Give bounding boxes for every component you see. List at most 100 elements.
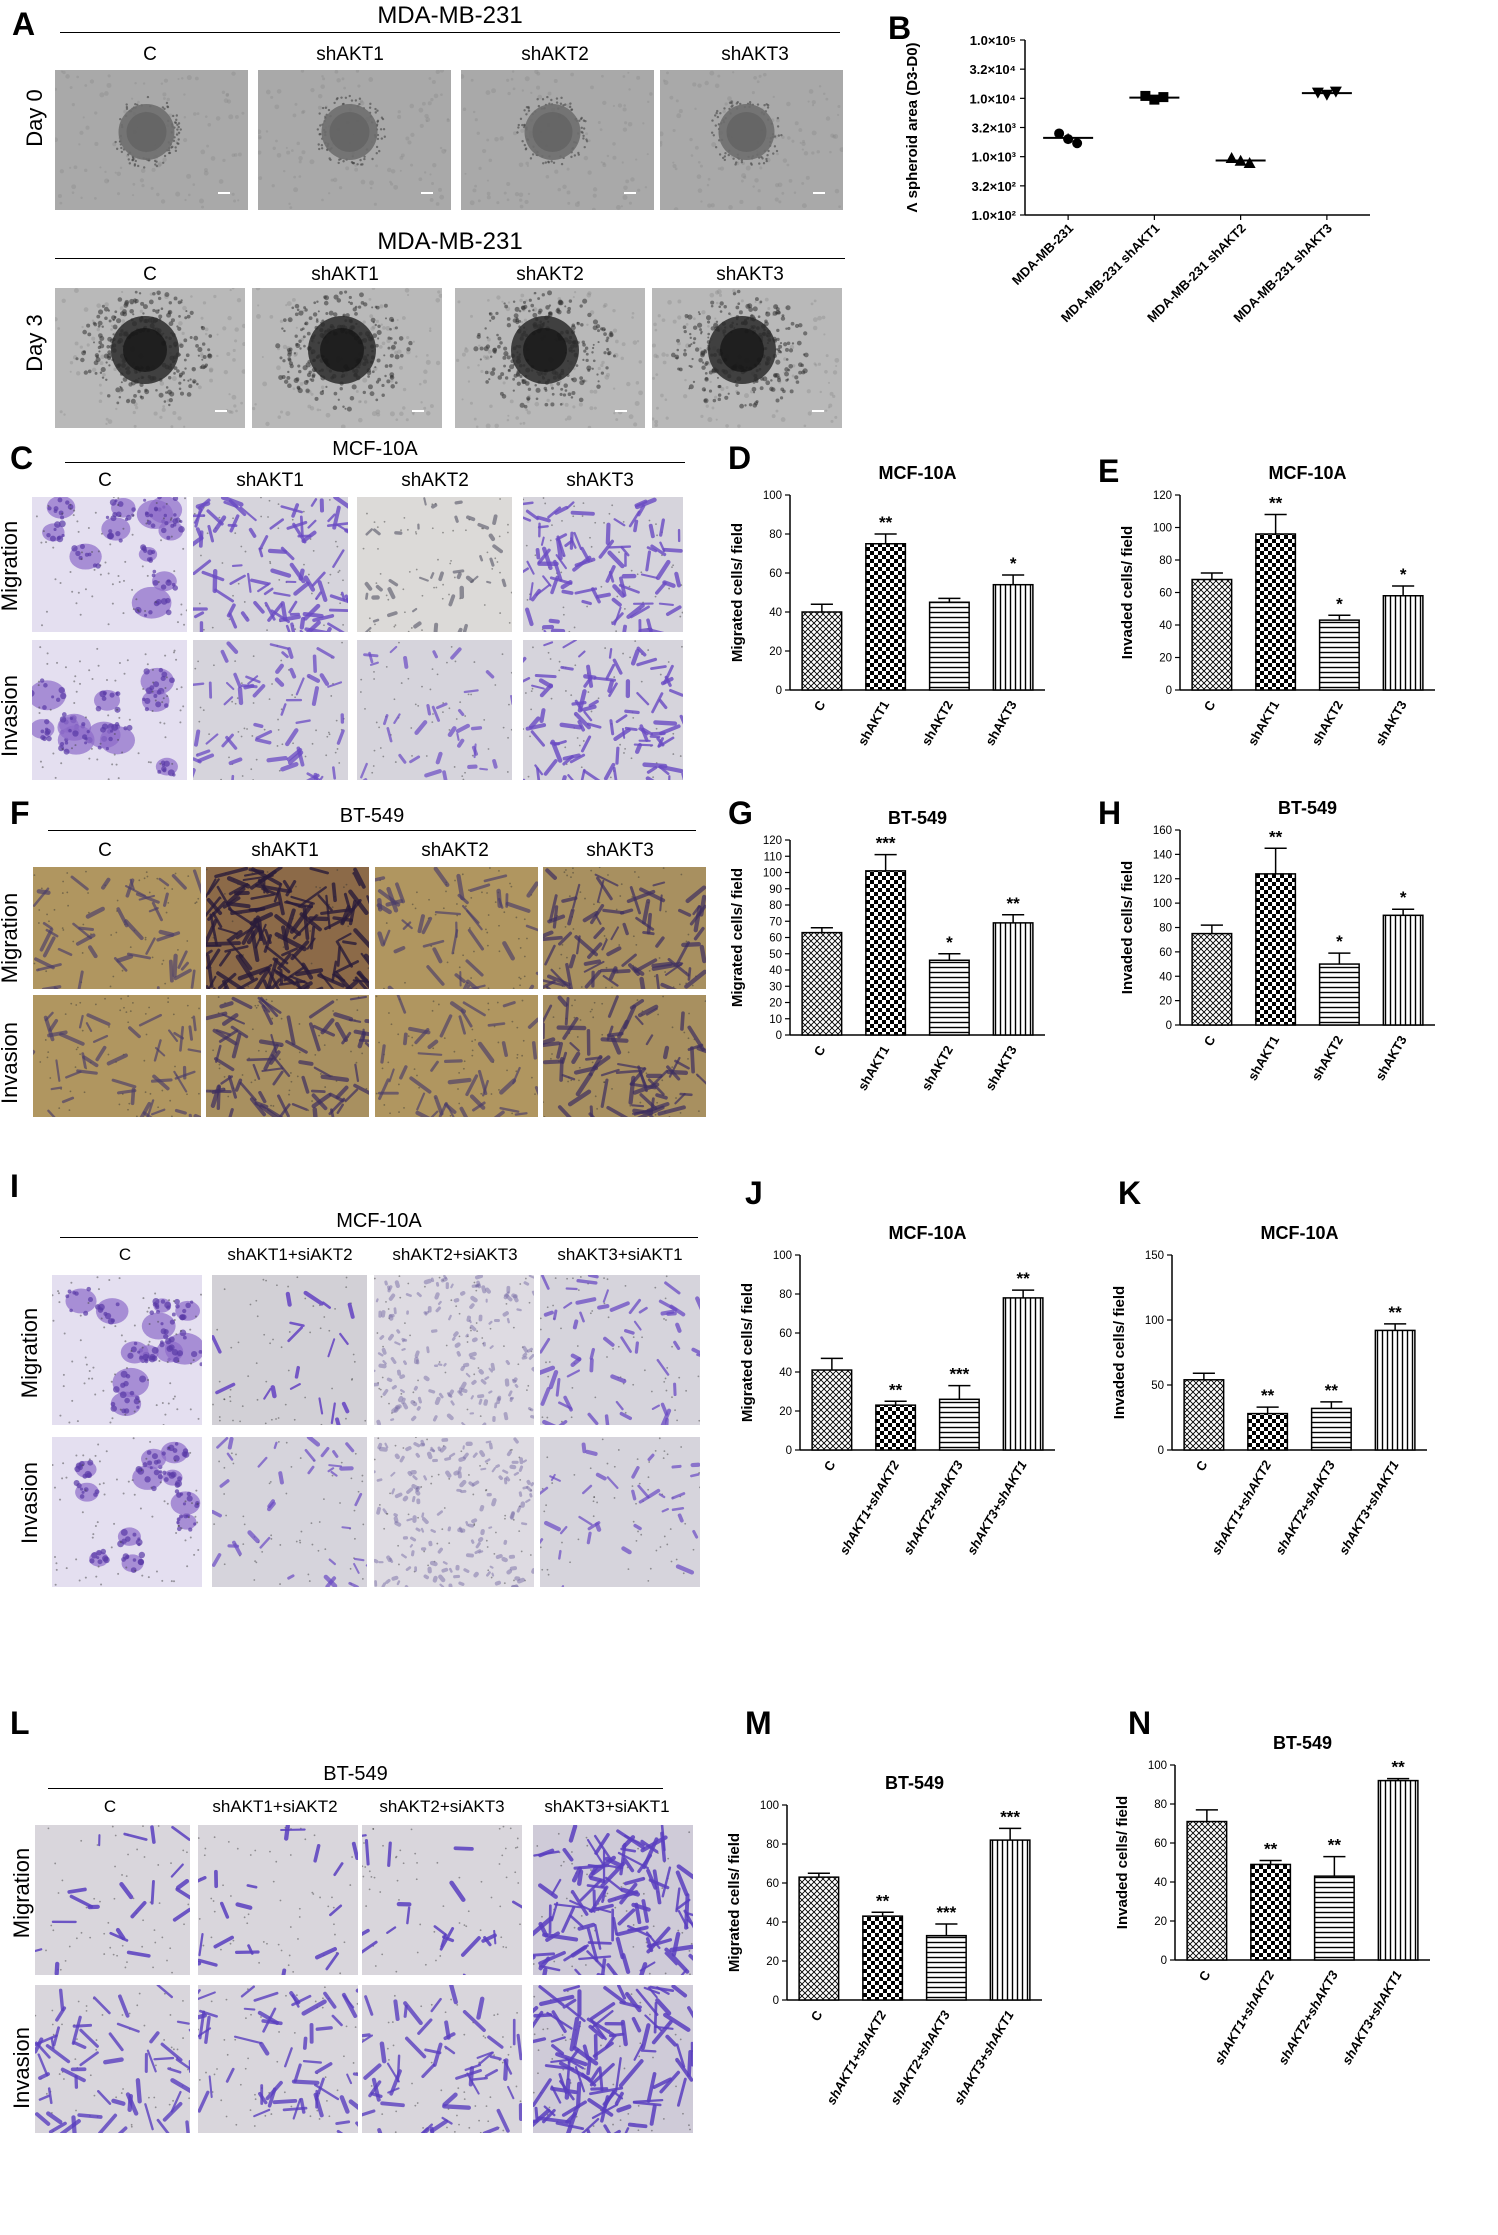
panel-c-rule <box>65 462 685 463</box>
y-tick-label: 80 <box>779 1289 792 1301</box>
x-tick-label: shAKT3+shAKT1 <box>1336 1458 1402 1557</box>
x-tick-label: shAKT2+shAKT3 <box>900 1457 966 1557</box>
x-tick-label: MDA-MB-231 shAKT3 <box>1230 221 1335 326</box>
spheroid-image <box>55 288 245 428</box>
y-tick-label: 10 <box>769 1014 782 1026</box>
significance-label: *** <box>949 1365 969 1384</box>
y-axis-label: Invaded cells/ field <box>1119 526 1136 659</box>
y-tick-label: 3.2×10² <box>972 179 1017 194</box>
y-tick-label: 1.0×10³ <box>972 150 1017 165</box>
invasion-image <box>193 640 348 780</box>
invasion-image <box>375 995 538 1117</box>
y-tick-label: 0 <box>1158 1445 1164 1457</box>
panel-a-day0-col-shakt3: shAKT3 <box>721 44 789 65</box>
panel-i-row-migration: Migration <box>17 1307 42 1399</box>
bar <box>925 1934 967 2001</box>
panel-letter-f: F <box>10 795 30 831</box>
data-point <box>1320 89 1333 101</box>
x-tick-label: shAKT2+shAKT3 <box>1275 1967 1341 2067</box>
bar <box>1255 873 1297 1026</box>
y-tick-label: 40 <box>1159 971 1172 983</box>
panel-a-day3-row-label: Day 3 <box>22 314 47 372</box>
significance-label: * <box>1400 888 1407 907</box>
invasion-image <box>543 995 706 1117</box>
y-tick-label: 40 <box>766 1917 779 1929</box>
bar <box>928 601 970 691</box>
x-tick-label: C <box>811 697 829 713</box>
chart-title: BT-549 <box>885 1773 944 1793</box>
x-tick-label: shAKT1 <box>1245 1033 1283 1083</box>
y-tick-label: 40 <box>779 1367 792 1379</box>
x-tick-label: shAKT2 <box>918 1043 956 1093</box>
panel-c-col-shakt3: shAKT3 <box>566 470 634 491</box>
bar <box>1002 1297 1044 1451</box>
panel-f-rule <box>48 830 696 831</box>
panel-i-col-3: shAKT3+siAKT1 <box>557 1245 683 1264</box>
panel-f-col-shakt1: shAKT1 <box>251 840 319 861</box>
migration-image <box>533 1825 693 1975</box>
significance-label: ** <box>1007 894 1021 913</box>
x-tick-label: shAKT2 <box>1308 1033 1346 1083</box>
panel-h-bar-chart: BT-549 Invaded cells/ field 0 20 40 60 80 100 12… <box>1108 790 1478 1165</box>
panel-c-row-migration: Migration <box>0 520 22 612</box>
y-tick-label: 0 <box>786 1445 792 1457</box>
panel-i-row-invasion: Invasion <box>17 1462 42 1544</box>
panel-c-title: MCF-10A <box>332 438 418 460</box>
significance-label: ** <box>1269 827 1283 846</box>
bar <box>1313 1875 1355 1961</box>
x-tick-label: C <box>808 2007 826 2023</box>
y-tick-label: 40 <box>1154 1877 1167 1889</box>
y-tick-label: 40 <box>769 607 782 619</box>
migration-image <box>374 1275 534 1425</box>
invasion-image <box>212 1437 367 1587</box>
y-axis-label: Migrated cells/ field <box>729 523 746 662</box>
bar <box>1382 914 1424 1026</box>
panel-f-col-shakt3: shAKT3 <box>586 840 654 861</box>
bar <box>992 583 1034 691</box>
invasion-image <box>32 640 187 780</box>
invasion-image <box>523 640 683 780</box>
invasion-image <box>33 995 201 1117</box>
x-tick-label: shAKT1+shAKT2 <box>1208 1457 1274 1557</box>
panel-a-day0-col-c: C <box>143 44 157 65</box>
migration-image <box>212 1275 367 1425</box>
x-tick-label: shAKT1+shAKT2 <box>823 2007 889 2107</box>
y-tick-label: 40 <box>1159 620 1172 632</box>
x-tick-label: shAKT3 <box>1372 698 1410 748</box>
x-tick-label: C <box>1201 1032 1219 1048</box>
significance-label: * <box>1010 554 1017 573</box>
y-tick-label: 60 <box>769 933 782 945</box>
x-tick-label: shAKT2+shAKT3 <box>1272 1457 1338 1557</box>
bar <box>938 1398 980 1451</box>
y-tick-label: 0 <box>1161 1955 1167 1967</box>
significance-label: ** <box>1264 1840 1278 1859</box>
panel-c-row-invasion: Invasion <box>0 675 22 757</box>
y-tick-label: 100 <box>773 1250 792 1262</box>
panel-a-day0-row-label: Day 0 <box>22 89 47 147</box>
y-tick-label: 100 <box>1148 1760 1167 1772</box>
chart-title: BT-549 <box>888 808 947 828</box>
significance-label: * <box>1336 594 1343 613</box>
panel-letter-a: A <box>12 6 36 42</box>
significance-label: *** <box>1000 1807 1020 1826</box>
panel-i-rule <box>60 1237 698 1238</box>
y-tick-label: 60 <box>769 568 782 580</box>
data-point <box>1140 90 1151 101</box>
y-tick-label: 0 <box>776 685 782 697</box>
y-tick-label: 80 <box>1159 923 1172 935</box>
panel-c-col-shakt1: shAKT1 <box>236 470 304 491</box>
y-tick-label: 100 <box>1153 523 1172 535</box>
bar <box>801 931 843 1036</box>
spheroid-image <box>258 70 451 210</box>
y-tick-label: 80 <box>769 529 782 541</box>
panel-letter-i: I <box>10 1168 19 1204</box>
spheroid-image <box>660 70 843 210</box>
panel-f-title: BT-549 <box>339 805 405 827</box>
bar <box>1183 1379 1225 1451</box>
y-tick-label: 20 <box>779 1406 792 1418</box>
migration-image <box>543 867 706 989</box>
panel-letter-d: D <box>728 440 752 476</box>
panel-i-col-2: shAKT2+siAKT3 <box>392 1245 518 1264</box>
panel-f-col-c: C <box>98 840 112 861</box>
panel-letter-c: C <box>10 440 34 476</box>
